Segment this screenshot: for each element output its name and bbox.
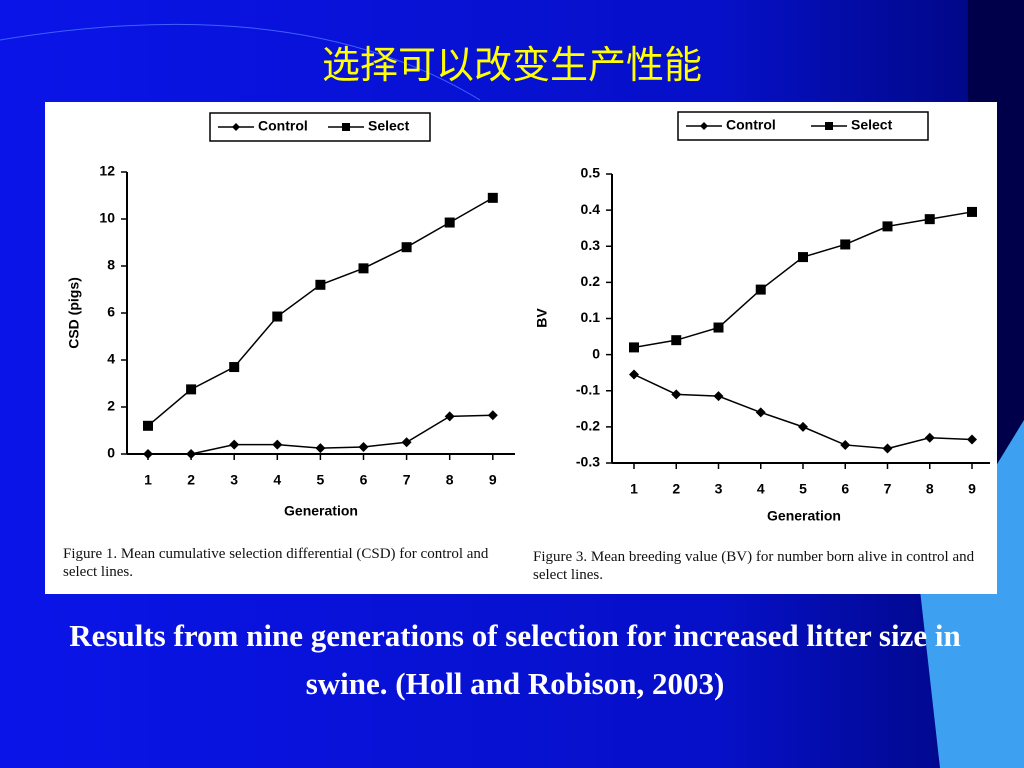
slide-caption: Results from nine generations of selecti… <box>69 618 961 701</box>
data-point <box>487 410 498 421</box>
y-tick-label: 8 <box>107 257 115 273</box>
y-tick-label: 0 <box>592 345 600 361</box>
y-tick-label: 0.4 <box>581 201 601 217</box>
data-point <box>755 284 766 295</box>
legend-label: Control <box>258 118 308 134</box>
y-tick-label: 2 <box>107 398 115 414</box>
data-point <box>143 420 153 431</box>
data-point <box>967 434 977 445</box>
data-point <box>882 443 893 454</box>
x-tick-label: 1 <box>144 472 152 488</box>
data-point <box>967 206 977 217</box>
x-tick-label: 4 <box>273 472 281 488</box>
data-point <box>186 449 197 459</box>
y-axis-label: BV <box>534 308 550 328</box>
figure-panel <box>45 102 997 594</box>
data-point <box>487 192 498 203</box>
y-tick-label: -0.2 <box>576 418 600 434</box>
x-tick-label: 3 <box>715 481 723 497</box>
figure-caption: Figure 3. Mean breeding value (BV) for n… <box>533 549 975 583</box>
legend-marker <box>232 123 240 131</box>
x-tick-label: 5 <box>799 481 807 497</box>
y-tick-label: 4 <box>107 351 115 367</box>
figure-caption: Figure 1. Mean cumulative selection diff… <box>63 546 489 580</box>
data-point <box>186 384 197 395</box>
legend-marker <box>342 123 350 131</box>
x-tick-label: 9 <box>489 472 497 488</box>
x-tick-label: 2 <box>187 472 195 488</box>
x-tick-label: 6 <box>360 472 368 488</box>
data-point <box>229 439 240 450</box>
deco-curve <box>0 23 481 101</box>
data-point <box>629 369 639 380</box>
data-point <box>401 437 412 448</box>
data-point <box>315 279 326 290</box>
y-tick-label: 10 <box>99 210 115 226</box>
x-tick-label: 2 <box>672 481 680 497</box>
data-point <box>444 217 455 228</box>
y-tick-label: -0.3 <box>576 454 600 470</box>
x-tick-label: 4 <box>757 481 765 497</box>
y-tick-label: 0 <box>107 445 115 461</box>
legend-marker <box>700 122 708 130</box>
legend-marker <box>825 122 833 130</box>
data-point <box>671 335 682 346</box>
x-tick-label: 1 <box>630 481 638 497</box>
legend-label: Control <box>726 117 776 133</box>
x-tick-label: 9 <box>968 481 976 497</box>
data-point <box>755 407 766 418</box>
data-point <box>840 239 851 250</box>
y-axis-label: CSD (pigs) <box>66 277 82 349</box>
data-point <box>924 432 935 443</box>
data-point <box>798 252 808 263</box>
data-point <box>272 311 283 322</box>
y-tick-label: 0.5 <box>581 165 601 181</box>
data-point <box>713 391 724 402</box>
y-tick-label: 0.1 <box>581 309 601 325</box>
data-point <box>671 389 682 400</box>
y-tick-label: 0.3 <box>581 237 601 253</box>
data-point <box>798 421 808 432</box>
data-point <box>713 322 724 333</box>
x-tick-label: 8 <box>926 481 934 497</box>
y-tick-label: 0.2 <box>581 273 601 289</box>
data-point <box>229 362 240 373</box>
x-tick-label: 7 <box>403 472 411 488</box>
y-tick-label: 6 <box>107 304 115 320</box>
x-tick-label: 6 <box>841 481 849 497</box>
x-axis-label: Generation <box>767 508 841 524</box>
data-point <box>358 441 369 452</box>
slide-title: 选择可以改变生产性能 <box>321 43 702 87</box>
x-tick-label: 7 <box>884 481 892 497</box>
y-tick-label: -0.1 <box>576 381 600 397</box>
x-tick-label: 5 <box>317 472 325 488</box>
data-point <box>629 342 639 353</box>
data-point <box>840 439 851 450</box>
x-axis-label: Generation <box>284 503 358 519</box>
data-point <box>924 214 935 225</box>
data-point <box>401 242 412 253</box>
x-tick-label: 3 <box>230 472 238 488</box>
data-point <box>358 263 369 274</box>
data-point <box>444 411 455 422</box>
data-point <box>272 439 283 450</box>
data-point <box>315 443 326 454</box>
data-point <box>882 221 893 232</box>
legend-label: Select <box>368 118 410 134</box>
legend-label: Select <box>851 117 893 133</box>
x-tick-label: 8 <box>446 472 454 488</box>
y-tick-label: 12 <box>99 163 115 179</box>
data-point <box>143 449 153 459</box>
